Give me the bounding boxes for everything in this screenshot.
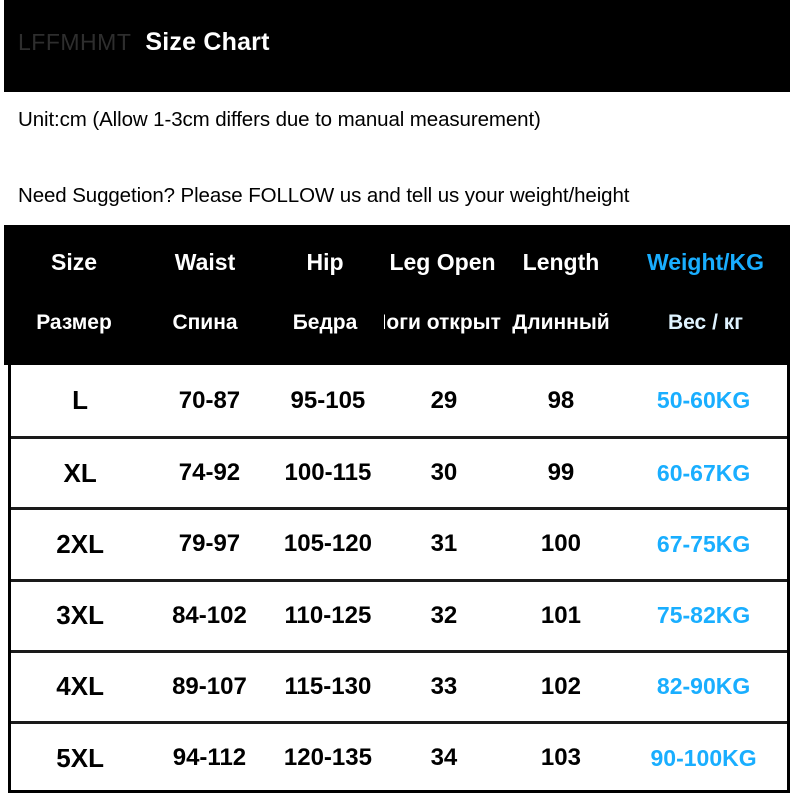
cell-hip: 120-135 bbox=[283, 744, 372, 772]
cell-leg-open: 33 bbox=[430, 672, 458, 700]
column-header-length: Length bbox=[522, 249, 600, 275]
notes-box: Unit:cm (Allow 1-3cm differs due to manu… bbox=[8, 92, 792, 225]
cell-hip: 100-115 bbox=[284, 459, 372, 487]
cell-waist: 79-97 bbox=[178, 530, 241, 558]
cell-hip: 115-130 bbox=[284, 672, 372, 700]
cell-leg-open: 31 bbox=[430, 530, 458, 558]
unit-note: Unit:cm (Allow 1-3cm differs due to manu… bbox=[18, 108, 541, 131]
column-header-leg-open-ru: Ноги открыть bbox=[384, 311, 501, 334]
column-header-hip-ru: Бедра bbox=[292, 311, 358, 334]
column-header-leg-open: Leg Open bbox=[389, 249, 496, 275]
cell-length: 98 bbox=[547, 386, 575, 414]
cell-weight: 75-82KG bbox=[656, 602, 751, 629]
brand-watermark: LFFMHMT bbox=[18, 29, 132, 55]
table-row: 2XL 79-97 105-120 31 100 67-75KG bbox=[11, 507, 787, 578]
cell-waist: 94-112 bbox=[172, 744, 247, 772]
title-band: LFFMHMT Size Chart bbox=[4, 0, 790, 92]
cell-length: 101 bbox=[540, 601, 581, 629]
column-header-size: Size bbox=[50, 249, 98, 275]
cell-leg-open: 29 bbox=[430, 386, 458, 414]
cell-weight: 50-60KG bbox=[656, 387, 751, 414]
cell-waist: 74-92 bbox=[178, 459, 241, 487]
cell-hip: 105-120 bbox=[283, 530, 372, 558]
table-row: 5XL 94-112 120-135 34 103 90-100KG bbox=[11, 720, 787, 792]
cell-size: 4XL bbox=[56, 671, 104, 702]
cell-waist: 84-102 bbox=[172, 601, 247, 629]
column-header-waist: Waist bbox=[174, 249, 236, 275]
column-header-size-ru: Размер bbox=[36, 311, 112, 334]
cell-hip: 95-105 bbox=[290, 386, 366, 414]
size-table-body: L 70-87 95-105 29 98 50-60KG XL 74-92 10… bbox=[8, 365, 790, 793]
header-row-english: Size Waist Hip Leg Open Length Weight/KG bbox=[4, 249, 790, 276]
cell-size: L bbox=[72, 385, 89, 416]
cell-weight: 67-75KG bbox=[656, 530, 751, 557]
cell-length: 103 bbox=[540, 744, 581, 772]
column-header-hip: Hip bbox=[306, 249, 344, 275]
cell-size: XL bbox=[63, 457, 97, 488]
cell-length: 100 bbox=[540, 530, 581, 558]
cell-waist: 89-107 bbox=[172, 672, 247, 700]
column-header-weight: Weight/KG bbox=[646, 249, 765, 275]
cell-length: 99 bbox=[547, 459, 575, 487]
column-header-length-ru: Длинный bbox=[512, 311, 610, 334]
suggestion-note: Need Suggetion? Please FOLLOW us and tel… bbox=[18, 184, 630, 207]
cell-waist: 70-87 bbox=[178, 386, 241, 414]
column-header-waist-ru: Спина bbox=[172, 311, 238, 334]
cell-length: 102 bbox=[540, 672, 581, 700]
cell-weight: 82-90KG bbox=[656, 673, 751, 700]
cell-leg-open: 30 bbox=[430, 459, 458, 487]
table-header-band: Size Waist Hip Leg Open Length Weight/KG… bbox=[4, 225, 790, 365]
table-row: 4XL 89-107 115-130 33 102 82-90KG bbox=[11, 649, 787, 721]
cell-size: 2XL bbox=[56, 528, 104, 559]
cell-leg-open: 34 bbox=[430, 744, 458, 772]
title-row: LFFMHMT Size Chart bbox=[18, 28, 270, 57]
cell-weight: 60-67KG bbox=[656, 459, 751, 486]
column-header-weight-ru: Вес / кг bbox=[667, 311, 743, 334]
table-row: L 70-87 95-105 29 98 50-60KG bbox=[11, 365, 787, 436]
cell-weight: 90-100KG bbox=[650, 744, 757, 771]
cell-size: 5XL bbox=[56, 742, 104, 773]
cell-leg-open: 32 bbox=[430, 601, 458, 629]
table-row: 3XL 84-102 110-125 32 101 75-82KG bbox=[11, 578, 787, 650]
cell-size: 3XL bbox=[56, 600, 104, 631]
page-title: Size Chart bbox=[145, 28, 270, 56]
cell-hip: 110-125 bbox=[284, 601, 372, 629]
header-row-russian: Размер Спина Бедра Ноги открыть Длинный … bbox=[4, 311, 790, 335]
table-row: XL 74-92 100-115 30 99 60-67KG bbox=[11, 436, 787, 507]
